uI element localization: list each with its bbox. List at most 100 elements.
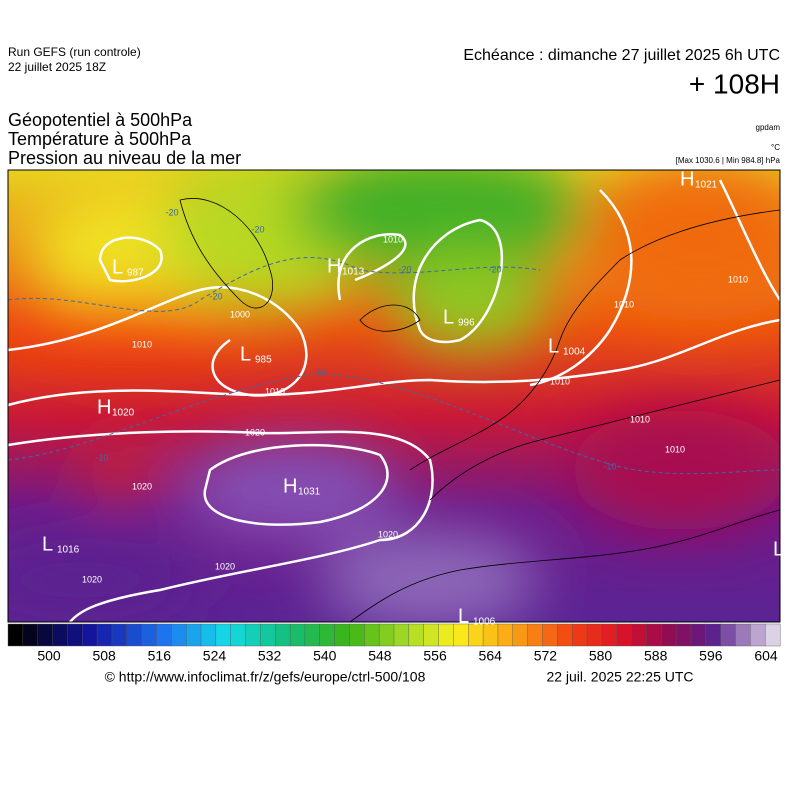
colorbar-swatch	[690, 623, 707, 647]
colorbar-tick: 524	[203, 648, 227, 664]
center-value: 996	[458, 318, 475, 329]
center-value: 1020	[112, 408, 135, 419]
echeance: Echéance : dimanche 27 juillet 2025 6h U…	[463, 47, 780, 64]
colorbar-tick: 572	[534, 648, 558, 664]
center-letter: L	[240, 343, 251, 365]
temperature-label: -20	[488, 264, 501, 274]
colorbar-swatch	[661, 623, 677, 647]
run-date: 22 juillet 2025 18Z	[8, 60, 106, 74]
colorbar-swatch	[22, 623, 39, 647]
colorbar-swatch	[7, 623, 24, 647]
center-value: 1013	[342, 267, 365, 278]
temperature-label: -10	[95, 452, 108, 462]
colorbar-swatch	[52, 623, 68, 647]
colorbar-swatch	[230, 623, 247, 647]
colorbar-swatch	[453, 623, 469, 647]
temperature-label: -10	[603, 461, 616, 471]
colorbar-swatch	[96, 623, 113, 647]
temperature-label: -20	[251, 224, 264, 234]
colorbar-swatch	[675, 623, 692, 647]
isobar-label: 1010	[665, 444, 685, 454]
colorbar-swatch	[111, 623, 128, 647]
colorbar-swatch	[156, 623, 172, 647]
map-frame	[7, 169, 781, 623]
colorbar-tick: 596	[699, 648, 723, 664]
center-letter: L	[773, 538, 784, 560]
isobar-label: 1020	[132, 481, 152, 491]
colorbar-swatch	[334, 623, 350, 647]
unit: [Max 1030.6 | Min 984.8] hPa	[676, 156, 781, 165]
isobar-label: 1010	[630, 414, 650, 424]
colorbar-swatch	[304, 623, 321, 647]
colorbar-swatch	[557, 623, 573, 647]
colorbar-swatch	[185, 623, 202, 647]
colorbar-tick: 580	[589, 648, 613, 664]
colorbar-swatch	[438, 623, 454, 647]
unit: °C	[771, 143, 780, 152]
center-value: 1006	[473, 617, 496, 628]
center-letter: L	[112, 256, 123, 278]
colorbar-swatch	[646, 623, 662, 647]
isobar-label: 1020	[245, 427, 265, 437]
temperature-label: -20	[398, 264, 411, 274]
colorbar-tick: 540	[313, 648, 337, 664]
colorbar-swatch	[260, 623, 276, 647]
colorbar-swatch	[735, 623, 751, 647]
colorbar-swatch	[527, 623, 543, 647]
isobar-label: 1010	[383, 234, 403, 244]
colorbar-swatch	[245, 623, 261, 647]
isobar-label: 1020	[215, 561, 235, 571]
center-value: 1021	[695, 180, 718, 191]
colorbar-swatch	[497, 623, 514, 647]
colorbar-swatch	[601, 623, 618, 647]
title: Géopotentiel à 500hPa	[8, 110, 193, 130]
colorbar-swatch	[750, 623, 766, 647]
colorbar: 500 508 516 524 532 540 548 556 564 572 580 588 596 6…	[7, 623, 781, 664]
lead-time: + 108H	[689, 68, 780, 99]
colorbar-tick: 556	[423, 648, 447, 664]
run: Run GEFS (run controle)	[8, 45, 141, 59]
isobar-label: 1010	[265, 386, 285, 396]
isobar-label: 1010	[132, 339, 152, 349]
center-letter: H	[97, 396, 111, 418]
isobar-label: 1020	[82, 574, 102, 584]
colorbar-swatch	[542, 623, 558, 647]
colorbar-tick: 500	[37, 648, 61, 664]
center-letter: H	[327, 255, 341, 277]
colorbar-swatch	[586, 623, 603, 647]
center-letter: L	[443, 306, 454, 328]
colorbar-swatch	[349, 623, 365, 647]
colorbar-swatch	[67, 623, 83, 647]
colorbar-swatch	[512, 623, 529, 647]
center-value: 987	[127, 268, 144, 279]
colorbar-tick: 588	[644, 648, 668, 664]
footer-timestamp: 22 juil. 2025 22:25 UTC	[546, 669, 693, 685]
colorbar-tick: 604	[754, 648, 778, 664]
colorbar-swatch	[393, 623, 410, 647]
colorbar-swatch	[364, 623, 380, 647]
colorbar-swatch	[378, 623, 395, 647]
isobar-label: 1000	[230, 309, 250, 319]
temperature-label: -20	[165, 207, 178, 217]
temperature-label: -10	[313, 367, 326, 377]
colorbar-swatch	[215, 623, 232, 647]
colorbar-swatch	[37, 623, 54, 647]
colorbar-swatch	[705, 623, 722, 647]
colorbar-swatch	[126, 623, 143, 647]
colorbar-swatch	[571, 623, 588, 647]
colorbar-swatch	[319, 623, 336, 647]
colorbar-tick: 548	[368, 648, 392, 664]
center-letter: H	[283, 475, 297, 497]
colorbar-swatch	[141, 623, 157, 647]
temperature-label: -20	[209, 291, 222, 301]
colorbar-swatch	[720, 623, 736, 647]
title: Pression au niveau de la mer	[8, 148, 241, 168]
colorbar-swatch	[289, 623, 306, 647]
colorbar-tick: 508	[92, 648, 116, 664]
isobar-label: 1010	[614, 299, 634, 309]
colorbar-swatch	[631, 623, 647, 647]
center-letter: L	[548, 335, 559, 357]
colorbar-swatch	[616, 623, 633, 647]
colorbar-swatch	[408, 623, 425, 647]
